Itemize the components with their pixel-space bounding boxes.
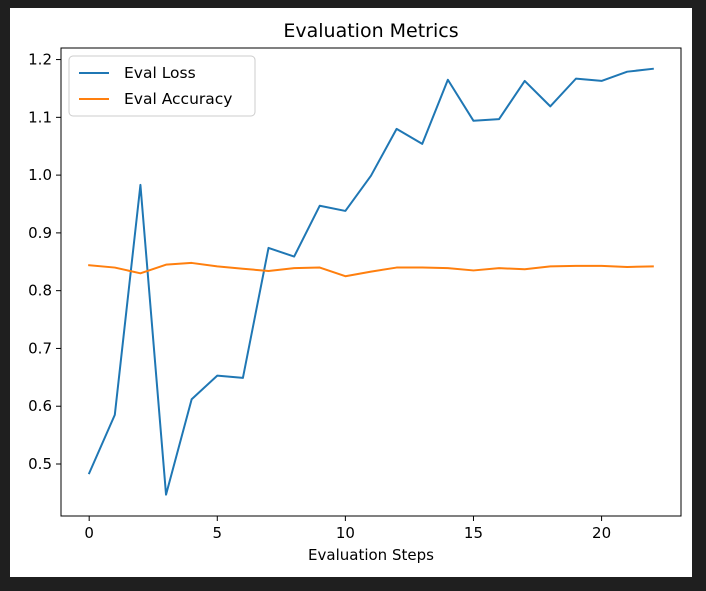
legend: Eval Loss Eval Accuracy (68, 55, 256, 117)
legend-box (68, 55, 256, 117)
x-tick-label: 0 (84, 524, 94, 542)
x-tick-label: 10 (336, 524, 355, 542)
chart-figure: Evaluation Metrics 0 5 10 15 20 0.5 0.6 0.7 0.8… (10, 8, 692, 577)
y-tick-label: 0.8 (28, 282, 52, 300)
legend-label: Eval Accuracy (124, 90, 232, 108)
series-line-eval-accuracy (88, 261, 654, 278)
plot-area-frame (60, 47, 682, 517)
x-axis-label: Evaluation Steps (308, 546, 434, 564)
y-tick-label: 0.6 (28, 397, 52, 415)
y-tick-label: 1.0 (28, 166, 52, 184)
y-tick-label: 1.1 (28, 108, 52, 126)
legend-label: Eval Loss (124, 64, 196, 82)
y-axis: 0.5 0.6 0.7 0.8 0.9 1.0 1.1 1.2 (28, 51, 61, 473)
y-tick-label: 0.9 (28, 224, 52, 242)
x-tick-label: 5 (213, 524, 223, 542)
x-axis: 0 5 10 15 20 (84, 516, 611, 542)
chart-title: Evaluation Metrics (283, 20, 458, 42)
y-tick-label: 0.5 (28, 455, 52, 473)
x-tick-label: 15 (464, 524, 483, 542)
series-line-eval-loss (87, 67, 654, 496)
x-tick-label: 20 (592, 524, 611, 542)
y-tick-label: 1.2 (28, 51, 52, 69)
series-layer (87, 67, 654, 496)
y-tick-label: 0.7 (28, 339, 52, 357)
line-chart: Evaluation Metrics 0 5 10 15 20 0.5 0.6 0.7 0.8… (28, 20, 682, 564)
